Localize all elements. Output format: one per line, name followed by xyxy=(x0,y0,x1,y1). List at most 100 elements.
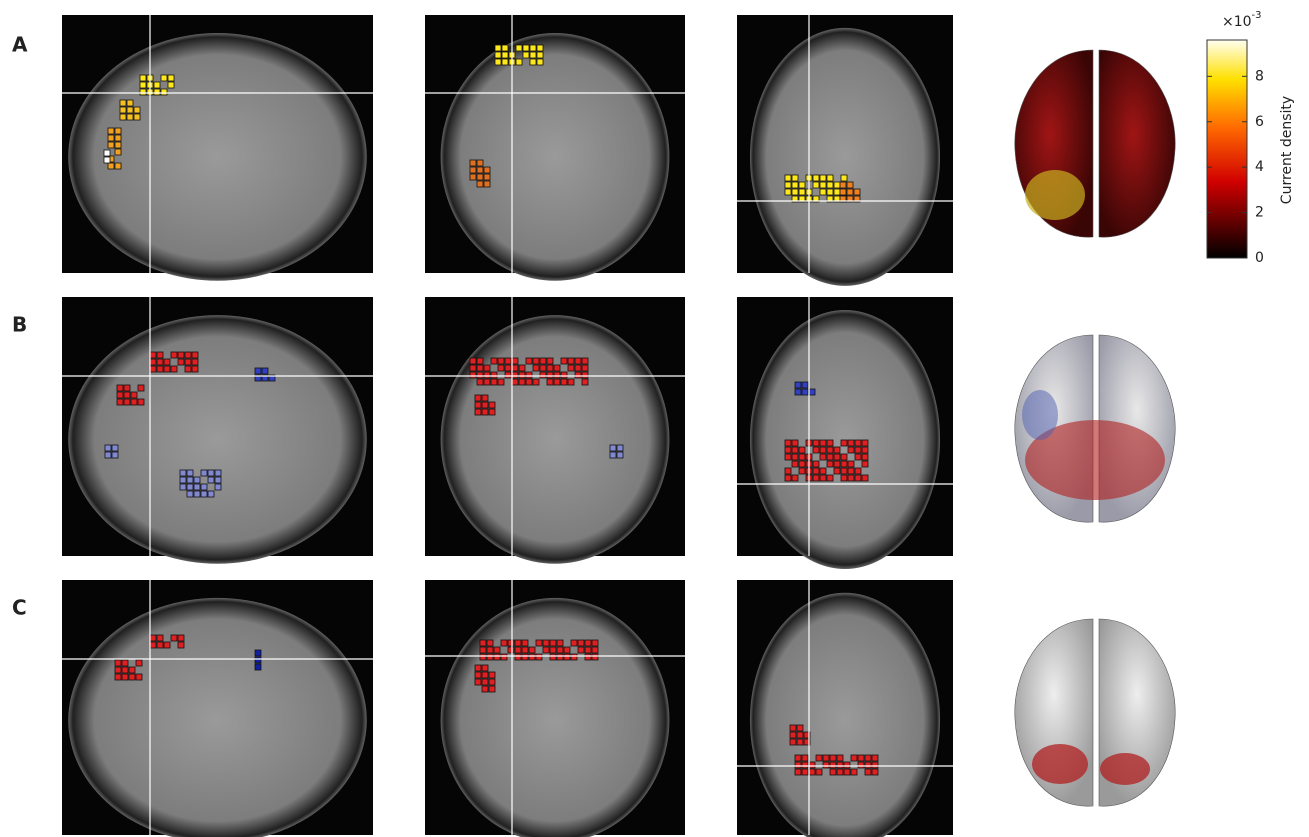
activation-voxel xyxy=(791,453,799,461)
activation-voxel xyxy=(796,731,804,739)
activation-voxel xyxy=(791,474,799,482)
activation-voxel xyxy=(854,439,862,447)
activation-voxel xyxy=(791,446,799,454)
activation-voxel xyxy=(114,666,122,674)
mri-panel xyxy=(425,297,685,564)
activation-voxel xyxy=(819,446,827,454)
activation-voxel xyxy=(843,768,851,776)
mri-head xyxy=(749,27,941,286)
activation-voxel xyxy=(476,378,484,386)
activation-voxel xyxy=(207,469,215,477)
activation-voxel xyxy=(193,483,201,491)
activation-voxel xyxy=(536,58,544,66)
activation-voxel xyxy=(179,476,187,484)
activation-voxel xyxy=(268,374,276,382)
activation-voxel xyxy=(847,446,855,454)
activation-voxel xyxy=(584,653,592,661)
activation-voxel xyxy=(156,641,164,649)
brain-render xyxy=(1014,49,1176,238)
activation-voxel xyxy=(574,357,582,365)
mri-head xyxy=(749,309,941,569)
activation-voxel xyxy=(214,483,222,491)
brain-render xyxy=(1014,334,1176,523)
activation-voxel xyxy=(529,51,537,59)
colorbar-tick-label: 4 xyxy=(1255,159,1264,175)
colorbar-tick-label: 2 xyxy=(1255,205,1264,221)
activation-voxel xyxy=(116,384,124,392)
activation-voxel xyxy=(511,378,519,386)
activation-voxel xyxy=(840,460,848,468)
activation-voxel xyxy=(476,180,484,188)
activation-voxel xyxy=(163,358,171,366)
mri-head xyxy=(749,592,941,837)
activation-voxel xyxy=(214,476,222,484)
activation-blob xyxy=(1025,420,1165,500)
activation-voxel xyxy=(812,460,820,468)
activation-voxel xyxy=(794,754,802,762)
activation-voxel xyxy=(846,195,854,203)
activation-voxel xyxy=(167,74,175,82)
activation-voxel xyxy=(481,678,489,686)
activation-voxel xyxy=(839,181,847,189)
activation-voxel xyxy=(133,106,141,114)
activation-voxel xyxy=(591,646,599,654)
activation-voxel xyxy=(808,761,816,769)
activation-voxel xyxy=(518,378,526,386)
activation-voxel xyxy=(784,181,792,189)
activation-voxel xyxy=(521,653,529,661)
activation-voxel xyxy=(149,634,157,642)
activation-voxel xyxy=(616,444,624,452)
activation-voxel xyxy=(469,357,477,365)
activation-voxel xyxy=(833,188,841,196)
activation-voxel xyxy=(483,173,491,181)
activation-voxel xyxy=(864,768,872,776)
activation-voxel xyxy=(784,446,792,454)
activation-voxel xyxy=(177,641,185,649)
activation-voxel xyxy=(518,364,526,372)
activation-voxel xyxy=(488,671,496,679)
activation-voxel xyxy=(128,673,136,681)
activation-voxel xyxy=(791,174,799,182)
brain-render xyxy=(1014,618,1176,807)
activation-voxel xyxy=(803,738,811,746)
activation-voxel xyxy=(871,754,879,762)
activation-voxel xyxy=(801,761,809,769)
activation-voxel xyxy=(149,641,157,649)
mri-head xyxy=(68,315,367,564)
activation-voxel xyxy=(123,398,131,406)
activation-voxel xyxy=(826,446,834,454)
activation-voxel xyxy=(119,99,127,107)
activation-voxel xyxy=(501,51,509,59)
activation-voxel xyxy=(494,58,502,66)
activation-voxel xyxy=(514,646,522,654)
activation-voxel xyxy=(483,166,491,174)
activation-voxel xyxy=(525,378,533,386)
activation-voxel xyxy=(186,490,194,498)
activation-voxel xyxy=(819,181,827,189)
activation-voxel xyxy=(861,474,869,482)
activation-voxel xyxy=(488,685,496,693)
activation-voxel xyxy=(261,367,269,375)
activation-voxel xyxy=(826,181,834,189)
activation-voxel xyxy=(156,351,164,359)
activation-voxel xyxy=(616,451,624,459)
activation-voxel xyxy=(553,371,561,379)
activation-voxel xyxy=(843,761,851,769)
activation-voxel xyxy=(536,44,544,52)
activation-voxel xyxy=(846,181,854,189)
activation-voxel xyxy=(854,453,862,461)
activation-voxel xyxy=(798,460,806,468)
activation-voxel xyxy=(501,44,509,52)
activation-voxel xyxy=(476,371,484,379)
activation-voxel xyxy=(497,364,505,372)
activation-voxel xyxy=(812,446,820,454)
activation-voxel xyxy=(584,646,592,654)
activation-voxel xyxy=(200,490,208,498)
activation-voxel xyxy=(177,358,185,366)
activation-voxel xyxy=(829,761,837,769)
activation-voxel xyxy=(486,646,494,654)
activation-voxel xyxy=(261,374,269,382)
activation-voxel xyxy=(553,364,561,372)
activation-voxel xyxy=(170,351,178,359)
